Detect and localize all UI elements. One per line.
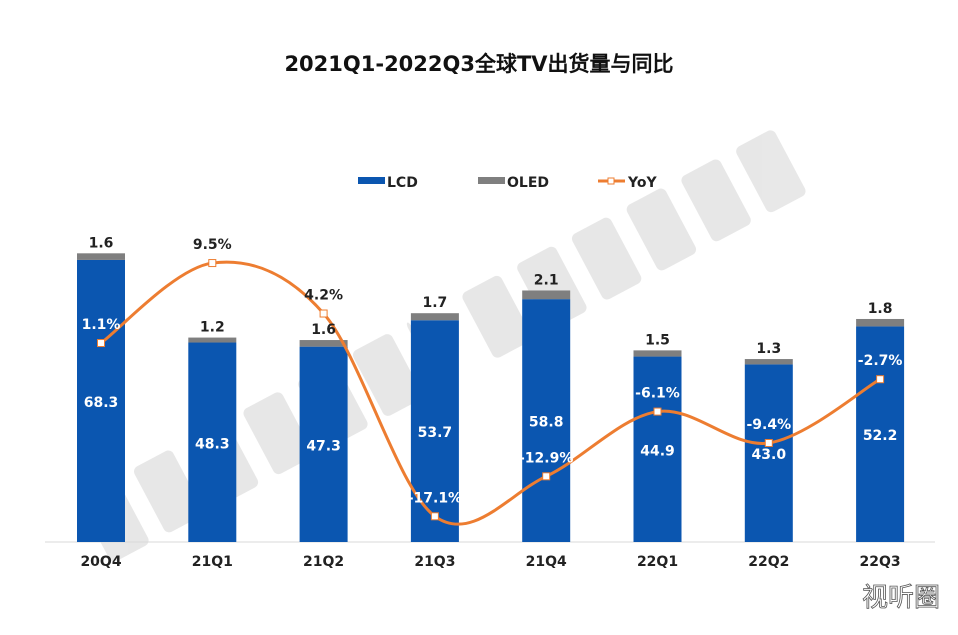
watermark-glyph-shape bbox=[626, 188, 697, 271]
bar-oled-22Q3 bbox=[856, 318, 905, 327]
bar-oled-21Q3 bbox=[410, 313, 459, 321]
yoy-point-22Q3 bbox=[876, 375, 885, 384]
watermark-glyph-shape bbox=[352, 334, 423, 416]
label-lcd-21Q1: 48.3 bbox=[195, 436, 230, 452]
bar-oled-21Q4 bbox=[522, 290, 571, 300]
label-lcd-22Q1: 44.9 bbox=[640, 443, 675, 459]
yoy-point-22Q2 bbox=[764, 438, 773, 447]
bar-lcd-22Q3 bbox=[856, 326, 905, 542]
label-oled-22Q3: 1.8 bbox=[868, 301, 893, 317]
watermark-glyph-shape bbox=[681, 159, 751, 242]
x-tick-22Q2: 22Q2 bbox=[748, 554, 789, 570]
bar-lcd-21Q4 bbox=[522, 299, 571, 542]
bar-lcd-21Q2 bbox=[299, 346, 348, 542]
label-lcd-21Q3: 53.7 bbox=[418, 425, 453, 441]
label-oled-21Q1: 1.2 bbox=[200, 320, 225, 336]
label-yoy-21Q2: 4.2% bbox=[304, 288, 343, 304]
label-lcd-21Q4: 58.8 bbox=[529, 415, 564, 431]
bar-lcd-22Q1 bbox=[633, 356, 682, 542]
label-lcd-22Q2: 43.0 bbox=[752, 447, 787, 463]
watermark-glyph-shape bbox=[133, 450, 204, 533]
label-oled-21Q4: 2.1 bbox=[534, 272, 559, 288]
watermark-glyph-shape bbox=[736, 130, 806, 213]
yoy-point-21Q2 bbox=[319, 309, 328, 318]
legend: LCD OLED YoY bbox=[358, 175, 657, 191]
label-yoy-22Q2: -9.4% bbox=[746, 417, 791, 433]
label-yoy-21Q3: -17.1% bbox=[408, 490, 462, 506]
label-yoy-20Q4: 1.1% bbox=[82, 317, 121, 333]
label-lcd-20Q4: 68.3 bbox=[84, 395, 119, 411]
legend-swatch-lcd bbox=[358, 177, 385, 184]
label-yoy-22Q3: -2.7% bbox=[858, 353, 903, 369]
bar-lcd-20Q4 bbox=[77, 259, 125, 542]
bar-oled-21Q1 bbox=[188, 337, 237, 343]
chart-title: 2021Q1-2022Q3全球TV出货量与同比 bbox=[284, 52, 674, 76]
label-lcd-22Q3: 52.2 bbox=[863, 428, 898, 444]
bar-lcd-21Q1 bbox=[188, 342, 237, 542]
legend-label-lcd: LCD bbox=[387, 175, 418, 191]
legend-swatch-oled bbox=[478, 177, 505, 184]
label-yoy-21Q1: 9.5% bbox=[193, 237, 232, 253]
label-oled-20Q4: 1.6 bbox=[89, 235, 114, 251]
yoy-point-21Q4 bbox=[542, 472, 551, 481]
label-yoy-21Q4: -12.9% bbox=[519, 450, 573, 466]
bar-oled-22Q1 bbox=[633, 350, 682, 357]
bar-lcd-21Q3 bbox=[410, 320, 459, 542]
x-tick-22Q1: 22Q1 bbox=[637, 554, 678, 570]
yoy-line bbox=[100, 260, 881, 526]
bar-oled-22Q2 bbox=[744, 359, 793, 365]
x-tick-20Q4: 20Q4 bbox=[80, 554, 121, 570]
legend-marker-yoy bbox=[607, 177, 615, 185]
label-yoy-22Q1: -6.1% bbox=[635, 386, 680, 402]
bar-oled-20Q4 bbox=[77, 253, 125, 260]
watermark-glyph-shape bbox=[243, 392, 313, 475]
label-lcd-21Q2: 47.3 bbox=[306, 438, 341, 454]
x-tick-21Q2: 21Q2 bbox=[303, 554, 344, 570]
legend-label-oled: OLED bbox=[507, 175, 549, 191]
x-tick-21Q1: 21Q1 bbox=[192, 554, 233, 570]
legend-label-yoy: YoY bbox=[627, 175, 657, 191]
x-tick-22Q3: 22Q3 bbox=[860, 554, 901, 570]
watermark-glyph-shape bbox=[571, 217, 642, 300]
watermark-glyph-shape bbox=[462, 275, 532, 358]
yoy-point-20Q4 bbox=[97, 339, 105, 348]
label-oled-21Q2: 1.6 bbox=[311, 322, 336, 338]
source-mark: 视听圈 bbox=[862, 583, 940, 613]
label-oled-22Q2: 1.3 bbox=[756, 341, 781, 357]
x-tick-21Q4: 21Q4 bbox=[526, 554, 567, 570]
bar-oled-21Q2 bbox=[299, 340, 348, 347]
bar-lcd-22Q2 bbox=[744, 364, 793, 542]
x-tick-21Q3: 21Q3 bbox=[414, 554, 455, 570]
label-oled-22Q1: 1.5 bbox=[645, 332, 670, 348]
yoy-point-21Q1 bbox=[208, 259, 217, 268]
yoy-point-22Q1 bbox=[653, 407, 662, 416]
label-oled-21Q3: 1.7 bbox=[422, 295, 447, 311]
yoy-point-21Q3 bbox=[430, 512, 439, 521]
